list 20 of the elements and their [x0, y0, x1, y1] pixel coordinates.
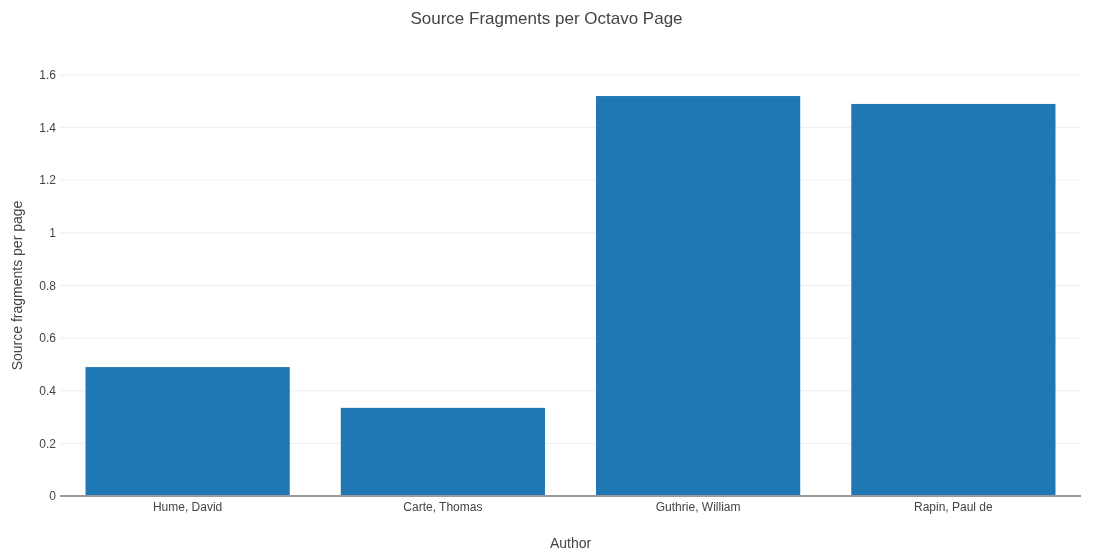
y-tick-label: 0.4	[39, 383, 57, 398]
x-tick-label: Guthrie, William	[655, 500, 741, 514]
y-tick-label: 1.2	[39, 173, 57, 188]
y-tick-label: 0.2	[39, 436, 57, 451]
y-tick-label: 0.6	[39, 331, 57, 346]
x-tick-label: Hume, David	[152, 500, 223, 514]
y-tick-label: 1	[49, 226, 57, 241]
y-axis-title: Source fragments per page	[9, 200, 25, 371]
y-tick-label: 1.6	[39, 68, 57, 83]
chart-title: Source Fragments per Octavo Page	[410, 9, 683, 28]
y-tick-label: 0	[49, 489, 57, 504]
bar	[596, 96, 801, 496]
x-axis-title: Author	[549, 535, 592, 551]
bar	[340, 407, 545, 496]
x-tick-label: Carte, Thomas	[403, 500, 483, 514]
x-tick-label: Rapin, Paul de	[914, 500, 994, 514]
y-tick-label: 0.8	[39, 278, 57, 293]
bar	[851, 103, 1056, 496]
bar	[85, 367, 290, 496]
y-tick-label: 1.4	[39, 120, 57, 135]
